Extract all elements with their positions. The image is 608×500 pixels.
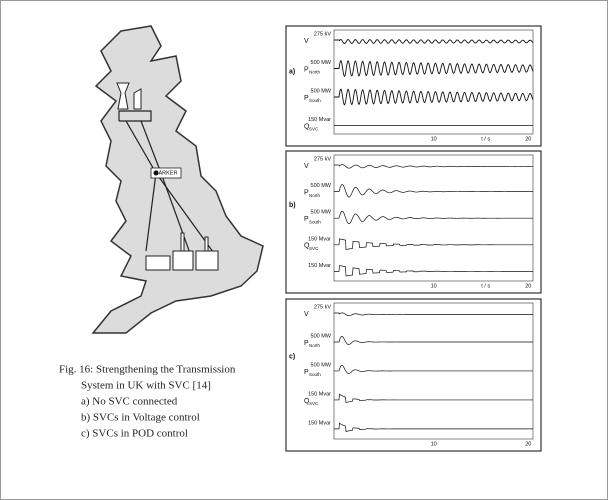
waveform — [334, 238, 533, 250]
trace-symbol: P — [304, 95, 309, 102]
caption-line: c) SVCs in POD control — [81, 428, 188, 440]
waveform — [334, 312, 533, 316]
trace-symbol: P — [304, 189, 309, 196]
x-tick-label: 10 — [431, 283, 437, 289]
waveform — [334, 164, 534, 169]
panel-label: b) — [289, 202, 296, 209]
trace-subscript: SVC — [309, 401, 319, 406]
trace-unit: 150 Mvar — [308, 420, 331, 426]
trace-unit: 150 Mvar — [308, 263, 331, 269]
waveform — [333, 393, 533, 404]
trace-unit: 275 kV — [314, 31, 331, 37]
trace-subscript: SVC — [309, 127, 319, 132]
trace-subscript: South — [309, 98, 321, 103]
trace-symbol: V — [304, 163, 309, 170]
trace-symbol: P — [304, 66, 309, 73]
map-label: HARKER — [155, 170, 178, 176]
caption-line: a) No SVC connected — [81, 396, 178, 408]
x-tick-label: 20 — [525, 136, 531, 142]
trace-unit: 275 kV — [314, 156, 331, 162]
trace-subscript: North — [309, 193, 321, 198]
waveform — [333, 336, 533, 345]
caption-line: System in UK with SVC [14] — [81, 380, 211, 392]
x-tick-label: 10 — [431, 441, 437, 447]
waveform — [334, 422, 533, 433]
trace-symbol: V — [304, 38, 309, 45]
panel-frame — [285, 150, 542, 294]
substation-box — [150, 167, 182, 179]
trace-symbol: Q — [304, 123, 310, 130]
trace-unit: 500 MW — [311, 60, 332, 66]
trace-unit: 150 Mvar — [308, 236, 331, 242]
waveform — [334, 184, 534, 198]
trace-subscript: SVC — [309, 246, 319, 251]
trace-symbol: V — [304, 311, 309, 318]
trace-symbol: P — [304, 340, 309, 347]
waveform — [334, 60, 534, 78]
caption-line: Fig. 16: Strengthening the Transmission — [59, 364, 236, 376]
panel-label: c) — [289, 354, 295, 361]
trace-unit: 500 MW — [311, 183, 332, 189]
waveform — [334, 210, 534, 225]
x-tick-label: 20 — [525, 441, 531, 447]
trace-subscript: North — [309, 343, 321, 348]
trace-symbol: Q — [304, 243, 310, 250]
caption: Fig. 16: Strengthening the Transmission S… — [59, 364, 236, 440]
x-axis-unit: t / s — [481, 136, 490, 142]
trace-subscript: South — [309, 219, 321, 224]
plot-frame — [333, 29, 534, 135]
trace-symbol: Q — [304, 398, 310, 405]
waveform — [334, 365, 533, 374]
trace-unit: 275 kV — [314, 304, 331, 310]
x-axis-unit: t / s — [481, 283, 490, 289]
trace-unit: 500 MW — [311, 333, 332, 339]
caption-line: b) SVCs in Voltage control — [81, 412, 200, 424]
trace-symbol: P — [304, 369, 309, 376]
map-outline — [91, 25, 264, 334]
trace-unit: 150 Mvar — [308, 117, 331, 123]
waveform — [334, 265, 533, 277]
trace-symbol: P — [304, 216, 309, 223]
panel-frame — [285, 298, 542, 452]
x-tick-label: 10 — [431, 136, 437, 142]
panel-frame — [285, 25, 542, 147]
substation-dot — [153, 170, 159, 176]
x-tick-label: 20 — [525, 283, 531, 289]
power-plant-icons — [116, 82, 219, 271]
uk-map: HARKER — [91, 25, 264, 334]
trace-unit: 500 MW — [311, 88, 332, 94]
waveform — [334, 39, 534, 44]
trace-subscript: North — [309, 70, 321, 75]
trace-unit: 150 Mvar — [308, 391, 331, 397]
trace-subscript: South — [309, 372, 321, 377]
waveform — [334, 88, 534, 106]
trace-unit: 500 MW — [311, 210, 332, 216]
trace-unit: 500 MW — [311, 362, 332, 368]
panel-label: a) — [289, 68, 295, 75]
